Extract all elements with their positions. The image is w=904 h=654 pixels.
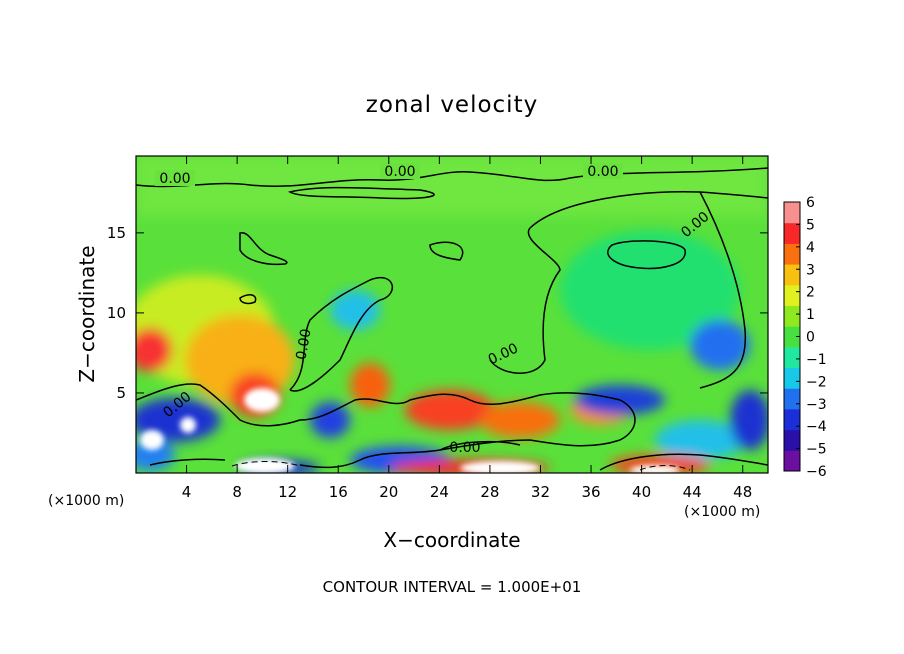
x-tick-label: 24: [430, 483, 449, 501]
colorbar-swatch: [784, 429, 800, 451]
colorbar-tick-label: −2: [806, 374, 827, 390]
x-tick-label: 16: [329, 483, 348, 501]
x-tick-label: 32: [531, 483, 550, 501]
y-tick-label: 5: [116, 384, 126, 402]
x-axis-label: X−coordinate: [383, 528, 520, 552]
colorbar-tick-label: −4: [806, 419, 827, 435]
colorbar-swatch: [784, 450, 800, 472]
colorbar: 6 5 4 3 2 1 0 −1 −2 −3 −4 −5 −6: [783, 195, 827, 480]
x-tick-label: 28: [480, 483, 499, 501]
colorbar-tick-label: 5: [806, 217, 815, 233]
colorbar-tick-label: −6: [806, 464, 827, 480]
x-unit-right: (×1000 m): [684, 504, 760, 520]
colorbar-tick-label: −1: [806, 352, 827, 368]
contour-label: 0.00: [159, 171, 190, 187]
contour-interval-note: CONTOUR INTERVAL = 1.000E+01: [323, 578, 582, 596]
x-tick-label: 40: [632, 483, 651, 501]
y-axis-label: Z−coordinate: [75, 245, 99, 382]
contour-label: 0.00: [384, 164, 415, 180]
plot-area: [136, 156, 768, 473]
x-tick-label: 4: [182, 483, 192, 501]
x-tick-label: 8: [232, 483, 242, 501]
colorbar-swatch: [784, 367, 800, 389]
x-tick-label: 48: [733, 483, 752, 501]
x-unit-left: (×1000 m): [48, 493, 124, 509]
plot-frame: [135, 155, 769, 474]
colorbar-swatch: [784, 264, 800, 286]
colorbar-swatch: [784, 326, 800, 348]
x-tick-label: 20: [379, 483, 398, 501]
colorbar-tick-label: 4: [806, 240, 815, 256]
colorbar-swatch: [784, 284, 800, 306]
contour-label: 0.00: [293, 328, 314, 361]
chart-title: zonal velocity: [366, 92, 538, 118]
colorbar-swatch: [784, 388, 800, 410]
colorbar-tick-label: 6: [806, 195, 815, 211]
colorbar-tick-label: 1: [806, 307, 815, 323]
colorbar-tick-label: −3: [806, 397, 827, 413]
colorbar-tick-label: 3: [806, 262, 815, 278]
negative-contours: [231, 461, 691, 471]
x-tick-label: 36: [581, 483, 600, 501]
colorbar-swatch: [784, 222, 800, 244]
contour-label: 0.00: [587, 164, 618, 180]
colorbar-swatch: [784, 408, 800, 431]
colorbar-swatch: [784, 202, 800, 224]
colorbar-swatch: [784, 346, 800, 369]
colorbar-swatch: [784, 243, 800, 265]
contour-label: 0.00: [449, 440, 480, 456]
x-tick-label: 44: [683, 483, 702, 501]
colorbar-swatch: [784, 305, 800, 327]
colorbar-tick-label: −5: [806, 442, 827, 458]
y-axis: 5 10 15: [107, 224, 768, 402]
x-axis: 4 8 12 16 20 24 28 32 36 40 44 48: [182, 156, 752, 501]
colorbar-tick-label: 0: [806, 330, 815, 346]
y-tick-label: 15: [107, 224, 126, 242]
x-tick-label: 12: [278, 483, 297, 501]
colorbar-tick-label: 2: [806, 285, 815, 301]
velocity-extremes: [140, 388, 680, 473]
y-tick-label: 10: [107, 304, 126, 322]
